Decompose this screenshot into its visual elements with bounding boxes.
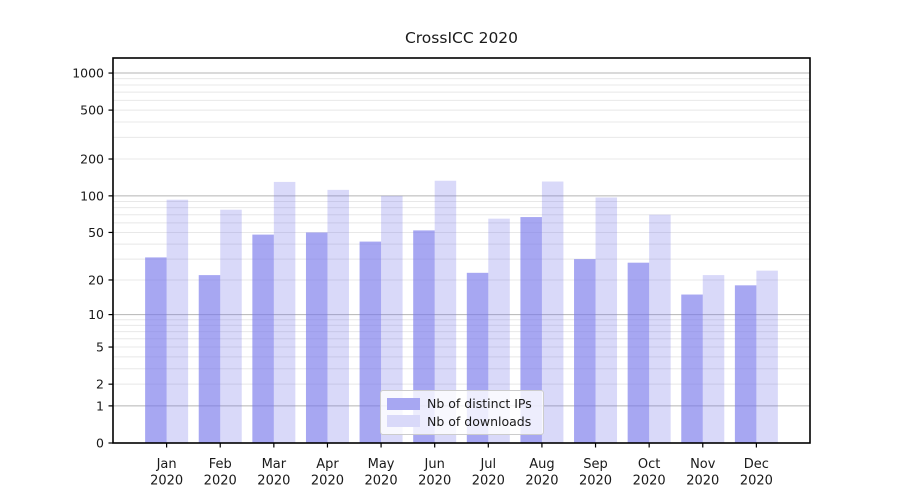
bar-distinct-ips-jan-2020 xyxy=(145,257,167,443)
x-tick-label-month-jun: Jun xyxy=(424,457,445,472)
bar-downloads-oct-2020 xyxy=(649,214,671,443)
x-tick-label-month-jul: Jul xyxy=(479,457,496,472)
legend-item-distinct-ips: Nb of distinct IPs xyxy=(387,396,535,411)
y-tick-label-10: 10 xyxy=(88,307,104,322)
bar-distinct-ips-sep-2020 xyxy=(574,259,596,443)
bar-downloads-may-2020 xyxy=(381,195,403,443)
bar-downloads-apr-2020 xyxy=(327,189,349,443)
legend-swatch-downloads xyxy=(387,414,420,428)
bar-distinct-ips-nov-2020 xyxy=(681,294,703,443)
x-tick-label-year-apr: 2020 xyxy=(311,474,344,489)
x-tick-label-month-aug: Aug xyxy=(529,457,554,472)
legend: Nb of distinct IPs Nb of downloads xyxy=(380,390,544,435)
x-tick-label-year-jul: 2020 xyxy=(472,474,505,489)
bar-distinct-ips-mar-2020 xyxy=(252,234,274,443)
x-tick-label-year-jan: 2020 xyxy=(150,474,183,489)
x-tick-label-month-sep: Sep xyxy=(583,457,608,472)
bar-distinct-ips-may-2020 xyxy=(359,241,382,443)
legend-label-downloads: Nb of downloads xyxy=(427,413,532,429)
x-tick-label-month-nov: Nov xyxy=(690,457,716,472)
x-tick-label-month-apr: Apr xyxy=(316,457,339,472)
bar-downloads-jun-2020 xyxy=(434,180,457,444)
y-tick-label-50: 50 xyxy=(88,225,104,240)
bar-distinct-ips-feb-2020 xyxy=(198,275,221,443)
bar-distinct-ips-jun-2020 xyxy=(413,230,435,443)
y-tick-label-500: 500 xyxy=(80,103,104,118)
y-tick-label-1000: 1000 xyxy=(72,66,104,81)
x-tick-label-month-may: May xyxy=(368,457,395,472)
bar-distinct-ips-dec-2020 xyxy=(734,285,757,443)
x-tick-label-year-feb: 2020 xyxy=(204,474,237,489)
bar-distinct-ips-oct-2020 xyxy=(627,262,650,443)
x-tick-label-year-nov: 2020 xyxy=(686,474,719,489)
bar-downloads-dec-2020 xyxy=(756,270,778,443)
bar-distinct-ips-aug-2020 xyxy=(520,217,542,443)
y-tick-label-1: 1 xyxy=(96,398,104,413)
bar-downloads-nov-2020 xyxy=(702,275,725,443)
bar-downloads-aug-2020 xyxy=(541,181,564,443)
x-tick-label-month-feb: Feb xyxy=(209,457,232,472)
x-tick-label-month-oct: Oct xyxy=(638,457,660,472)
x-tick-label-month-mar: Mar xyxy=(262,457,287,472)
x-tick-label-month-jan: Jan xyxy=(156,457,177,472)
plot-frame xyxy=(112,57,811,444)
bar-distinct-ips-apr-2020 xyxy=(305,232,328,443)
x-tick-label-year-oct: 2020 xyxy=(633,474,666,489)
x-tick-label-year-dec: 2020 xyxy=(740,474,773,489)
bar-downloads-jan-2020 xyxy=(166,199,189,443)
bar-downloads-mar-2020 xyxy=(273,181,296,444)
x-tick-label-year-aug: 2020 xyxy=(525,474,558,489)
chart-title: CrossICC 2020 xyxy=(404,29,519,47)
x-tick-label-month-dec: Dec xyxy=(744,457,769,472)
bar-downloads-feb-2020 xyxy=(220,209,242,443)
x-tick-label-year-sep: 2020 xyxy=(579,474,612,489)
x-tick-label-year-jun: 2020 xyxy=(418,474,451,489)
legend-swatch-distinct-ips xyxy=(387,397,420,411)
y-tick-label-100: 100 xyxy=(80,188,104,203)
x-tick-label-year-mar: 2020 xyxy=(257,474,290,489)
x-tick-label-year-may: 2020 xyxy=(365,474,398,489)
bar-downloads-jul-2020 xyxy=(488,218,510,443)
legend-item-downloads: Nb of downloads xyxy=(387,414,535,429)
y-tick-label-20: 20 xyxy=(88,272,104,287)
y-tick-label-200: 200 xyxy=(80,152,104,167)
y-tick-label-5: 5 xyxy=(96,340,104,355)
bar-downloads-sep-2020 xyxy=(595,197,618,443)
legend-label-distinct-ips: Nb of distinct IPs xyxy=(427,396,532,412)
y-tick-label-2: 2 xyxy=(96,377,104,392)
y-tick-label-0: 0 xyxy=(96,436,104,451)
